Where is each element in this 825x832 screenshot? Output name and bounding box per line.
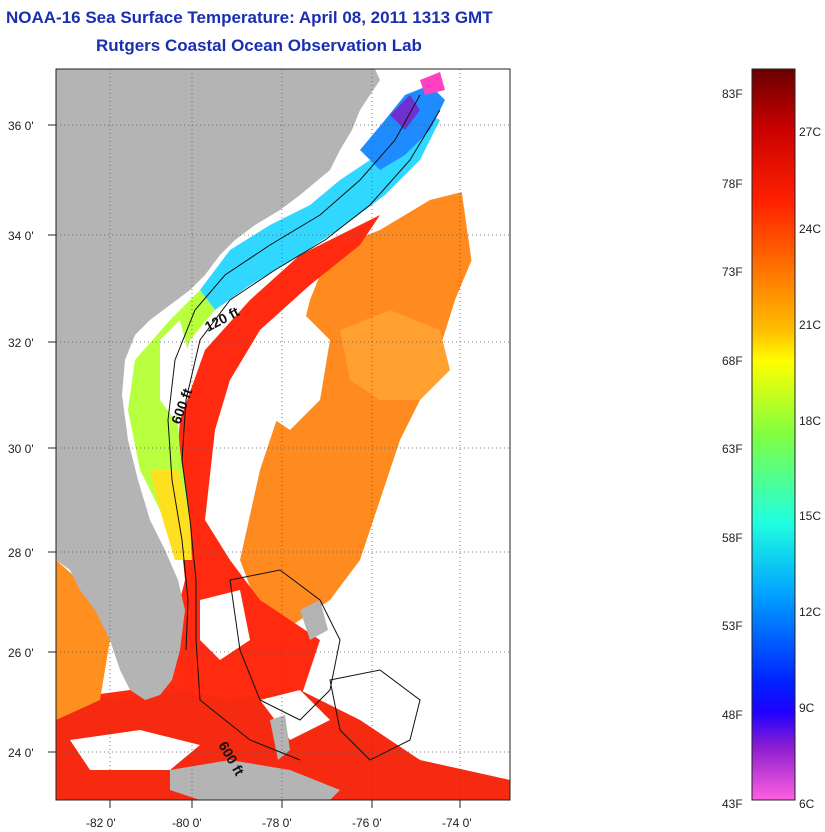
lon-label: -82 0': [86, 816, 116, 830]
cloud-patch-8: [460, 170, 510, 330]
colorbar-f-label: 53F: [722, 619, 743, 633]
cloud-patch-5: [200, 590, 250, 660]
lon-label: -76 0': [352, 816, 382, 830]
cloud-patch-2: [420, 400, 510, 640]
colorbar-f-label: 43F: [722, 797, 743, 811]
cuba-landmass: [170, 760, 340, 800]
cloud-patch-7: [260, 690, 330, 740]
colorbar-f-label: 83F: [722, 87, 743, 101]
sound-water-purple: [390, 95, 420, 130]
colorbar-c-label: 6C: [799, 797, 815, 811]
colorbar-c-label: 15C: [799, 509, 821, 523]
offshore-water-patch-east: [340, 310, 450, 400]
lat-label: 32 0': [8, 336, 34, 350]
gulf-stream-region: [56, 215, 380, 800]
colorbar-c-label: 9C: [799, 701, 815, 715]
colorbar: [751, 68, 796, 801]
map-subtitle: Rutgers Coastal Ocean Observation Lab: [96, 36, 422, 55]
lat-label: 34 0': [8, 229, 34, 243]
cloud-patch-4: [160, 320, 190, 420]
colorbar-f-label: 63F: [722, 442, 743, 456]
lat-label: 28 0': [8, 546, 34, 560]
colorbar-fahrenheit-labels: 83F 78F 73F 68F 63F 58F 53F 48F 43F: [722, 87, 743, 811]
colorbar-c-label: 12C: [799, 605, 821, 619]
cloud-patch-6: [70, 730, 200, 770]
map-area: [56, 69, 510, 800]
latitude-labels: 36 0' 34 0' 32 0' 30 0' 28 0' 26 0' 24 0…: [8, 119, 34, 760]
cloud-patch-1: [260, 310, 330, 430]
sound-water-magenta: [420, 72, 445, 95]
lat-label: 30 0': [8, 442, 34, 456]
colorbar-f-label: 48F: [722, 708, 743, 722]
lon-label: -80 0': [172, 816, 202, 830]
lat-label: 24 0': [8, 746, 34, 760]
lon-label: -78 0': [262, 816, 292, 830]
cloud-patch-3: [330, 580, 430, 690]
contour-600ft: [181, 109, 441, 761]
contour-bahamas-2: [329, 669, 421, 761]
us-landmass: [56, 69, 380, 700]
colorbar-f-label: 73F: [722, 265, 743, 279]
map-frame: [55, 68, 511, 801]
colorbar-c-label: 24C: [799, 222, 821, 236]
colorbar-celsius-labels: 27C 24C 21C 18C 15C 12C 9C 6C: [799, 125, 821, 811]
colorbar-f-label: 68F: [722, 354, 743, 368]
colorbar-c-label: 18C: [799, 414, 821, 428]
colorbar-c-label: 27C: [799, 125, 821, 139]
bahamas-abaco: [300, 600, 328, 640]
contour-120ft: [167, 94, 421, 651]
lon-label: -74 0': [442, 816, 472, 830]
gulf-of-mexico-water: [56, 560, 110, 720]
colorbar-f-label: 78F: [722, 177, 743, 191]
offshore-water-region: [240, 190, 480, 640]
lat-label: 36 0': [8, 119, 34, 133]
map-ticks: [48, 124, 461, 808]
lat-label: 26 0': [8, 646, 34, 660]
contour-bahamas: [229, 569, 341, 721]
shelf-water-green: [128, 290, 215, 560]
map-title: NOAA-16 Sea Surface Temperature: April 0…: [6, 8, 493, 27]
longitude-labels: -82 0' -80 0' -78 0' -76 0' -74 0': [86, 816, 472, 830]
colorbar-c-label: 21C: [799, 318, 821, 332]
colorbar-f-label: 58F: [722, 531, 743, 545]
bahamas-andros: [270, 715, 290, 760]
